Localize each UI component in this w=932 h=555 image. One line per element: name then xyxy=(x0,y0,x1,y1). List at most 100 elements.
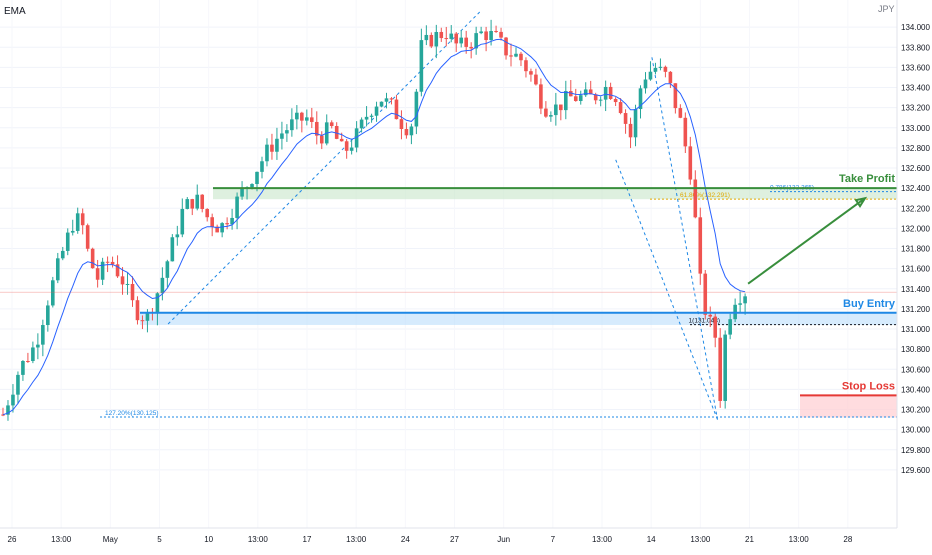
candle-body xyxy=(504,37,508,56)
candle-body xyxy=(419,40,424,92)
candle-body xyxy=(494,30,498,32)
candle-body xyxy=(688,146,693,180)
candle-body xyxy=(125,283,130,285)
candle-body xyxy=(354,128,359,148)
y-tick-label: 131.000 xyxy=(901,325,930,334)
candle-body xyxy=(80,213,85,226)
candle-body xyxy=(723,334,727,401)
candle-body xyxy=(434,31,439,47)
y-tick-label: 129.800 xyxy=(901,446,930,455)
candle-body xyxy=(55,258,60,281)
candle-body xyxy=(100,261,105,280)
y-tick-label: 134.000 xyxy=(901,23,930,32)
candle-body xyxy=(439,31,444,39)
candle-body xyxy=(70,230,75,233)
x-tick-label: 14 xyxy=(647,535,656,544)
candle-body xyxy=(628,123,633,138)
candle-body xyxy=(673,83,678,109)
level-label: Take Profit xyxy=(839,173,895,185)
candle-body xyxy=(26,360,30,362)
candle-body xyxy=(155,293,160,314)
ema-line xyxy=(2,38,746,416)
candle-body xyxy=(623,113,628,124)
x-tick-label: 21 xyxy=(745,535,754,544)
candle-body xyxy=(120,276,125,285)
y-tick-label: 131.800 xyxy=(901,245,930,254)
candle-body xyxy=(215,226,219,233)
candle-body xyxy=(424,34,429,41)
candle-body xyxy=(653,67,658,72)
y-tick-label: 132.800 xyxy=(901,144,930,153)
candle-body xyxy=(668,71,673,84)
candle-body xyxy=(334,126,339,139)
candle-body xyxy=(300,112,304,121)
candle-body xyxy=(524,60,528,72)
x-tick-label: 13:00 xyxy=(592,535,613,544)
candle-body xyxy=(683,117,688,147)
candle-body xyxy=(359,119,364,129)
candle-body xyxy=(643,79,648,89)
candle-body xyxy=(190,199,195,209)
candle-body xyxy=(593,94,598,101)
zones xyxy=(140,188,897,418)
candle-body xyxy=(90,248,95,269)
candle-body xyxy=(105,261,110,263)
candle-body xyxy=(708,314,713,317)
candle-body xyxy=(344,141,349,151)
candle-body xyxy=(41,325,45,345)
candle-body xyxy=(75,213,80,231)
trend-line xyxy=(651,57,718,420)
candle-body xyxy=(539,84,543,109)
candle-body xyxy=(369,115,374,117)
candle-body xyxy=(469,46,473,49)
candle-body xyxy=(374,106,379,116)
candle-body xyxy=(260,161,264,172)
candle-body xyxy=(135,300,140,321)
candle-body xyxy=(220,223,224,233)
candle-body xyxy=(578,95,583,102)
candle-body xyxy=(250,184,254,188)
x-tick-label: 24 xyxy=(401,535,410,544)
candle-body xyxy=(474,33,478,49)
fib-label: 127.20%(130.125) xyxy=(105,410,159,417)
candle-body xyxy=(549,115,553,117)
trend-line xyxy=(614,157,718,420)
y-tick-label: 132.200 xyxy=(901,204,930,213)
candle-body xyxy=(459,37,464,44)
candle-body xyxy=(479,31,483,34)
indicator-label: EMA xyxy=(4,6,26,17)
candle-body xyxy=(280,133,284,139)
y-tick-label: 130.200 xyxy=(901,406,930,415)
candle-body xyxy=(509,55,513,57)
projection-arrow xyxy=(747,197,866,285)
candle-body xyxy=(449,33,454,39)
fib-label: 61.80%(132.291) xyxy=(680,192,730,199)
x-tick-label: 26 xyxy=(8,535,17,544)
candle-body xyxy=(603,86,608,100)
candle-body xyxy=(339,138,344,142)
candle-body xyxy=(200,194,205,209)
candle-body xyxy=(295,112,299,120)
candle-body xyxy=(265,144,269,162)
candle-body xyxy=(529,71,533,75)
candle-body xyxy=(235,196,239,218)
candle-body xyxy=(205,208,210,218)
candle-body xyxy=(389,98,394,100)
candle-body xyxy=(454,33,459,44)
candle-body xyxy=(564,91,568,111)
candle-body xyxy=(728,319,732,335)
y-tick-label: 129.600 xyxy=(901,466,930,475)
candle-body xyxy=(11,394,15,406)
candle-body xyxy=(195,194,200,209)
x-tick-label: 17 xyxy=(303,535,312,544)
y-tick-label: 133.600 xyxy=(901,63,930,72)
trend-line xyxy=(167,11,481,325)
y-tick-label: 132.400 xyxy=(901,184,930,193)
x-tick-label: 13:00 xyxy=(690,535,711,544)
candle-body xyxy=(598,99,603,101)
candle-body xyxy=(588,89,593,95)
candle-body xyxy=(65,232,70,251)
candle-body xyxy=(140,320,145,322)
